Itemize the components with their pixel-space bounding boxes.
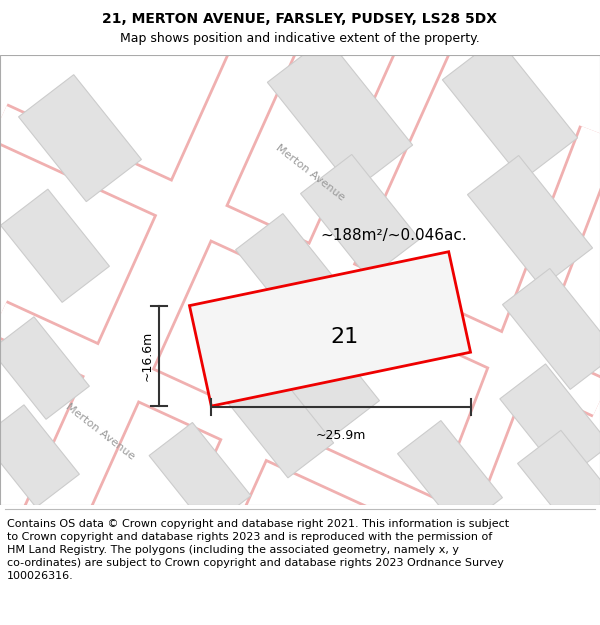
Polygon shape [518,431,600,541]
Polygon shape [260,316,379,440]
Polygon shape [301,154,419,278]
Polygon shape [398,421,502,531]
Polygon shape [467,156,593,287]
Polygon shape [1,189,109,302]
Text: ~188m²/~0.046ac.: ~188m²/~0.046ac. [320,229,467,244]
Text: ~16.6m: ~16.6m [140,331,154,381]
Polygon shape [226,366,334,478]
Polygon shape [0,405,79,508]
Polygon shape [500,364,600,480]
Polygon shape [190,252,470,406]
Polygon shape [442,38,578,180]
Polygon shape [236,214,344,327]
Text: Merton Avenue: Merton Avenue [64,402,136,462]
Text: ~25.9m: ~25.9m [316,429,366,442]
Polygon shape [502,269,600,389]
Text: 21, MERTON AVENUE, FARSLEY, PUDSEY, LS28 5DX: 21, MERTON AVENUE, FARSLEY, PUDSEY, LS28… [103,12,497,26]
Polygon shape [268,37,413,190]
Text: 21: 21 [331,327,359,347]
Polygon shape [149,422,251,529]
Polygon shape [19,74,142,202]
Text: Merton Avenue: Merton Avenue [274,142,346,202]
Text: Contains OS data © Crown copyright and database right 2021. This information is : Contains OS data © Crown copyright and d… [7,519,509,581]
Text: Map shows position and indicative extent of the property.: Map shows position and indicative extent… [120,32,480,45]
Polygon shape [0,317,89,419]
